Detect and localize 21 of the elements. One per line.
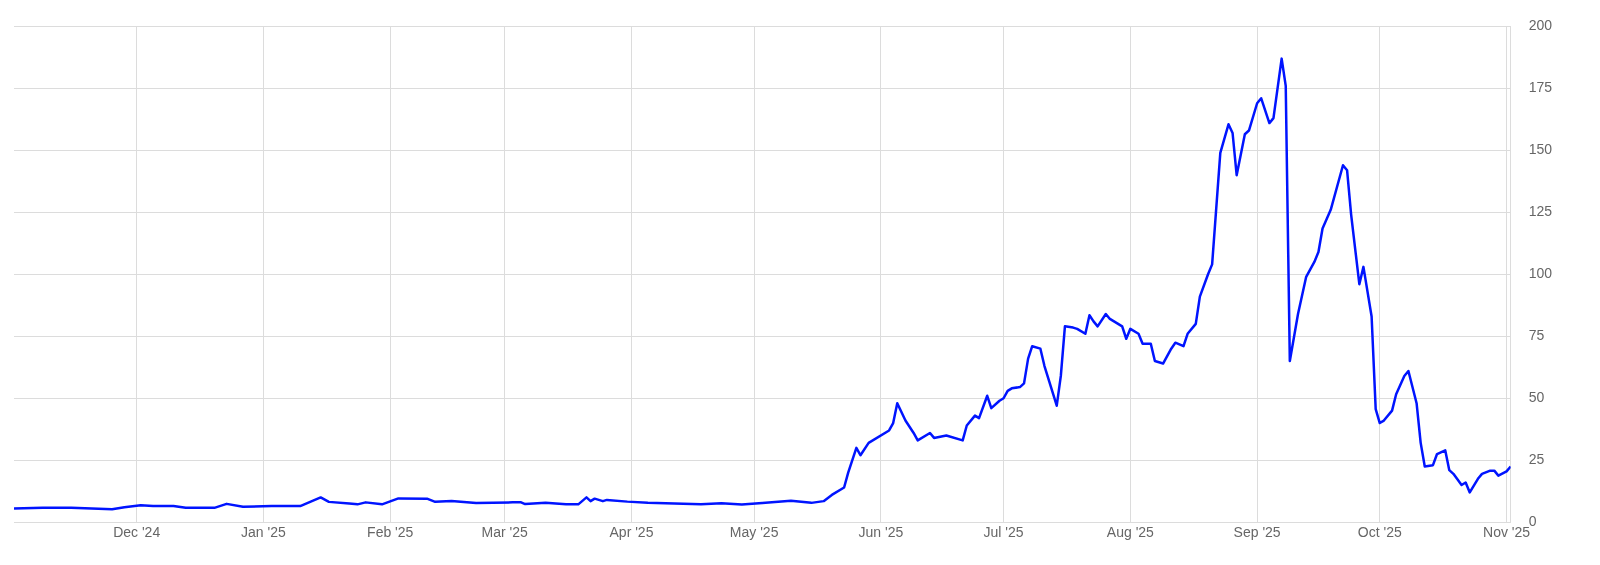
x-tick-label: Nov '25 — [1483, 524, 1531, 541]
y-tick-label: 75 — [1528, 327, 1545, 344]
x-tick-label: Sep '25 — [1233, 524, 1281, 541]
y-tick-label: 50 — [1528, 389, 1545, 406]
y-tick-label: 175 — [1528, 79, 1553, 96]
x-tick-label: Aug '25 — [1106, 524, 1155, 541]
x-tick-label: Apr '25 — [609, 524, 654, 541]
y-tick-label: 100 — [1528, 265, 1553, 282]
y-tick-label: 150 — [1528, 141, 1553, 158]
x-tick-label: Dec '24 — [113, 524, 161, 541]
x-tick-label: Feb '25 — [367, 524, 414, 541]
y-tick-label: 200 — [1528, 17, 1553, 34]
y-tick-label: 25 — [1528, 451, 1545, 468]
x-tick-label: Mar '25 — [481, 524, 529, 541]
x-tick-label: Jan '25 — [241, 524, 286, 541]
y-tick-label: 0 — [1528, 513, 1537, 530]
x-tick-label: Jun '25 — [858, 524, 904, 541]
y-tick-label: 125 — [1528, 203, 1553, 220]
x-tick-label: Oct '25 — [1357, 524, 1402, 541]
x-tick-label: May '25 — [729, 524, 779, 541]
x-tick-label: Jul '25 — [983, 524, 1024, 541]
